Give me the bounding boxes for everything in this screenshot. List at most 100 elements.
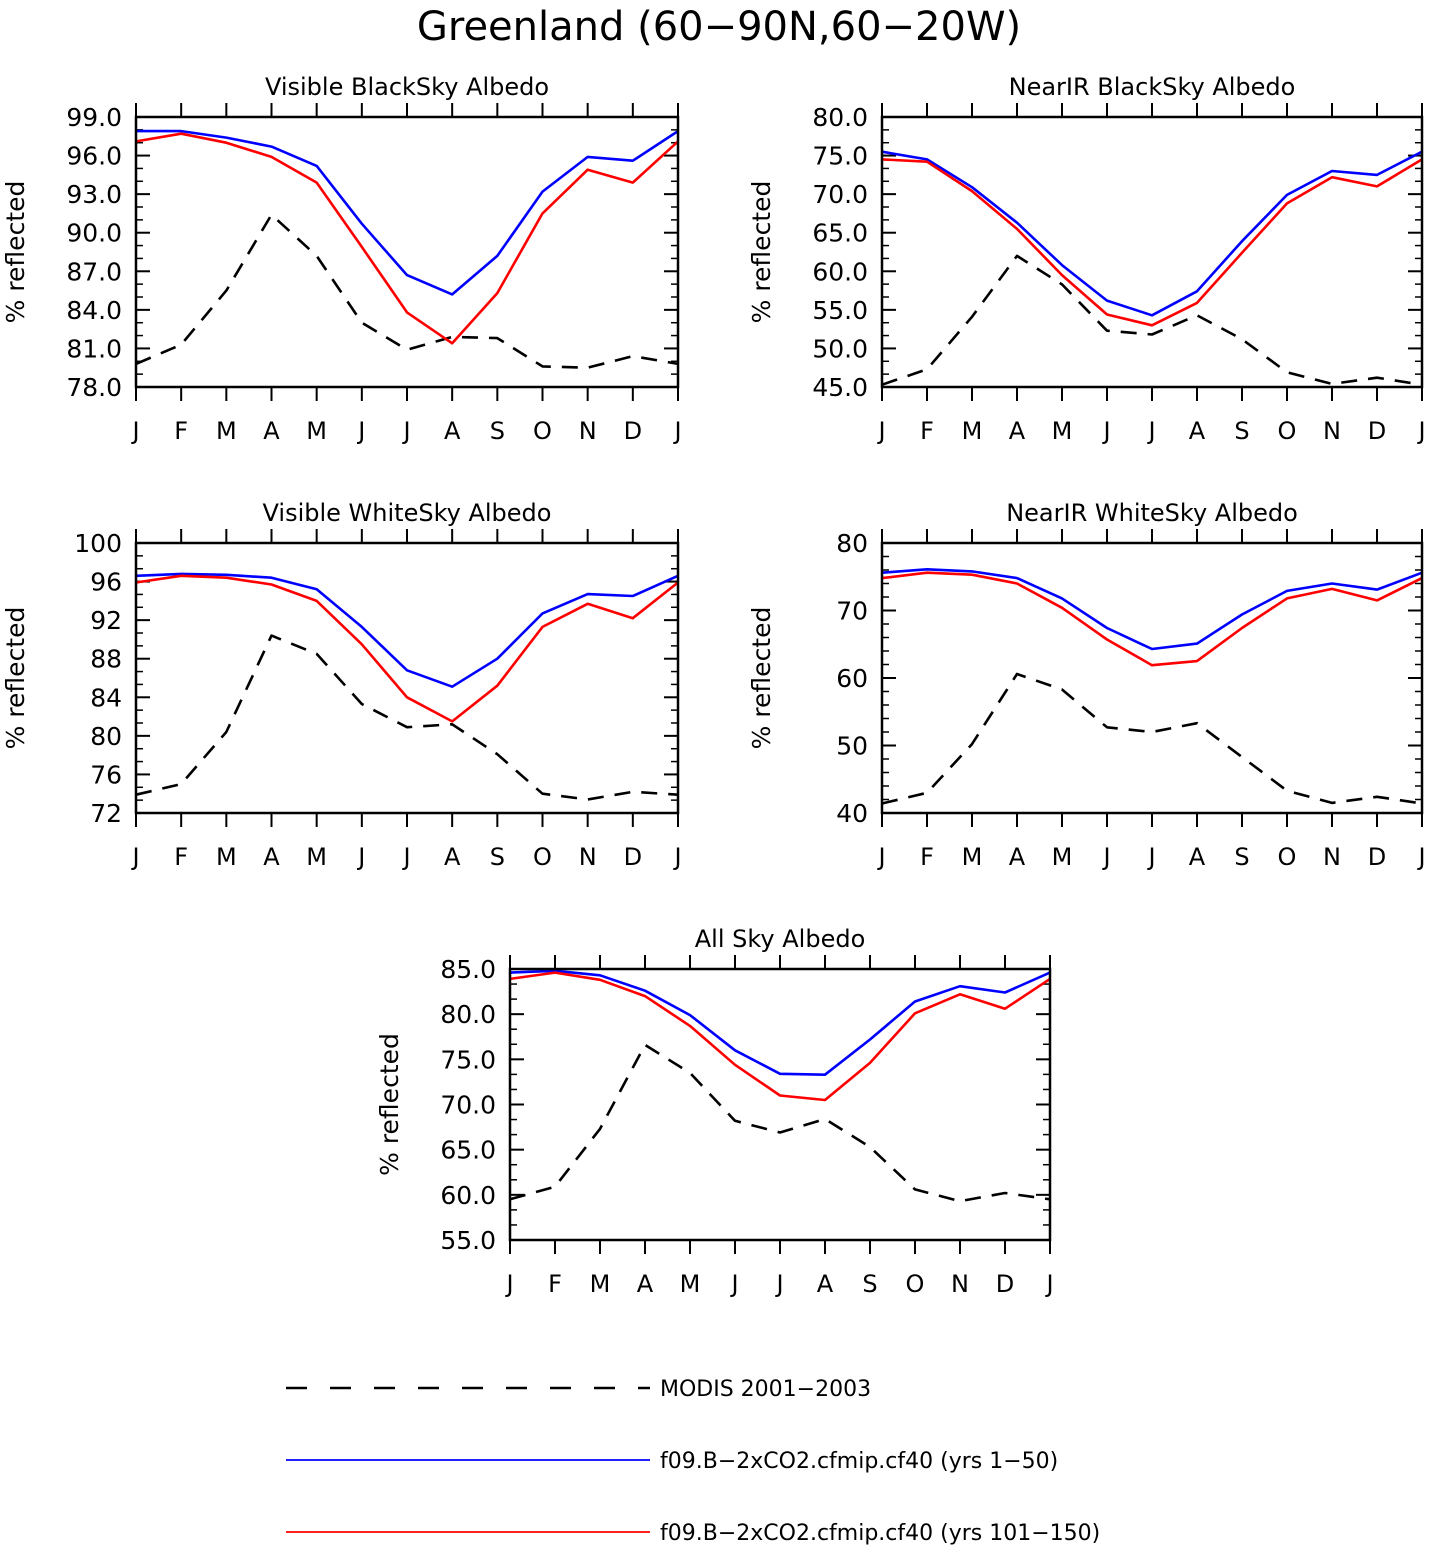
series-line-blue bbox=[881, 567, 1423, 651]
x-tick-label: D bbox=[624, 417, 642, 445]
y-tick-label: 45.0 bbox=[812, 373, 868, 402]
x-tick-label: J bbox=[1146, 417, 1155, 445]
x-tick-label: D bbox=[1368, 417, 1386, 445]
y-tick-label: 81.0 bbox=[66, 334, 122, 363]
x-tick-label: A bbox=[263, 843, 280, 871]
x-tick-label: S bbox=[490, 417, 505, 445]
x-tick-label: D bbox=[996, 1270, 1014, 1298]
series-line-red bbox=[135, 574, 679, 723]
x-tick-label: F bbox=[920, 843, 934, 871]
series-line-modis bbox=[509, 1043, 1051, 1203]
legend-label: f09.B−2xCO2.cfmip.cf40 (yrs 101−150) bbox=[660, 1521, 1100, 1546]
y-tick-label: 70.0 bbox=[812, 180, 868, 209]
x-tick-label: J bbox=[1101, 417, 1110, 445]
x-tick-label: M bbox=[216, 843, 237, 871]
x-tick-label: M bbox=[680, 1270, 701, 1298]
y-tick-label: 96 bbox=[90, 568, 122, 597]
y-tick-label: 50 bbox=[836, 732, 868, 761]
y-tick-label: 80 bbox=[836, 529, 868, 558]
x-tick-label: J bbox=[1044, 1270, 1053, 1298]
series-line-red bbox=[881, 158, 1423, 327]
x-tick-label: A bbox=[444, 843, 461, 871]
x-tick-label: J bbox=[729, 1270, 738, 1298]
y-tick-label: 90.0 bbox=[66, 219, 122, 248]
x-tick-label: F bbox=[548, 1270, 562, 1298]
y-tick-label: 78.0 bbox=[66, 373, 122, 402]
y-tick-label: 65.0 bbox=[440, 1136, 496, 1165]
x-tick-label: M bbox=[1052, 843, 1073, 871]
y-axis-label: % reflected bbox=[375, 1033, 404, 1176]
x-tick-label: A bbox=[1009, 417, 1026, 445]
y-tick-label: 84 bbox=[90, 683, 122, 712]
x-tick-label: M bbox=[306, 843, 327, 871]
x-tick-label: J bbox=[1416, 843, 1425, 871]
x-tick-label: J bbox=[401, 417, 410, 445]
x-tick-label: N bbox=[579, 417, 597, 445]
y-tick-label: 76 bbox=[90, 760, 122, 789]
y-tick-label: 60.0 bbox=[812, 257, 868, 286]
series-line-blue bbox=[135, 572, 679, 689]
x-tick-label: M bbox=[962, 417, 983, 445]
legend: MODIS 2001−2003 f09.B−2xCO2.cfmip.cf40 (y… bbox=[286, 1377, 1100, 1546]
x-tick-label: J bbox=[356, 417, 365, 445]
y-tick-label: 84.0 bbox=[66, 296, 122, 325]
x-tick-label: A bbox=[817, 1270, 834, 1298]
chart-title: Visible WhiteSky Albedo bbox=[263, 499, 552, 527]
x-tick-label: M bbox=[962, 843, 983, 871]
x-tick-label: J bbox=[1101, 843, 1110, 871]
y-tick-label: 80 bbox=[90, 722, 122, 751]
series-line-modis bbox=[135, 634, 679, 801]
y-tick-label: 55.0 bbox=[812, 296, 868, 325]
plot-frame bbox=[880, 115, 1424, 389]
y-tick-label: 99.0 bbox=[66, 103, 122, 132]
x-tick-label: J bbox=[672, 417, 681, 445]
y-tick-label: 60 bbox=[836, 664, 868, 693]
x-tick-label: A bbox=[263, 417, 280, 445]
x-tick-label: J bbox=[876, 843, 885, 871]
x-tick-label: D bbox=[1368, 843, 1386, 871]
chart-title: All Sky Albedo bbox=[695, 925, 866, 953]
x-tick-label: O bbox=[1278, 843, 1297, 871]
x-tick-label: N bbox=[1323, 843, 1341, 871]
chart-title: Visible BlackSky Albedo bbox=[265, 73, 549, 101]
x-tick-label: S bbox=[1234, 417, 1249, 445]
y-axis-label: % reflected bbox=[747, 607, 776, 750]
x-tick-label: J bbox=[356, 843, 365, 871]
x-tick-label: A bbox=[444, 417, 461, 445]
x-tick-label: S bbox=[1234, 843, 1249, 871]
series-line-red bbox=[135, 132, 679, 345]
x-tick-label: N bbox=[951, 1270, 969, 1298]
x-tick-label: J bbox=[401, 843, 410, 871]
x-tick-label: J bbox=[130, 843, 139, 871]
series-line-blue bbox=[136, 129, 679, 296]
y-tick-label: 40 bbox=[836, 799, 868, 828]
y-tick-label: 70 bbox=[836, 597, 868, 626]
x-tick-label: J bbox=[504, 1270, 513, 1298]
y-tick-label: 75.0 bbox=[440, 1045, 496, 1074]
x-tick-label: O bbox=[533, 843, 552, 871]
plot-frame bbox=[508, 967, 1052, 1242]
y-tick-label: 50.0 bbox=[812, 334, 868, 363]
x-tick-label: F bbox=[920, 417, 934, 445]
x-tick-label: A bbox=[1189, 843, 1206, 871]
x-tick-label: J bbox=[876, 417, 885, 445]
y-tick-label: 96.0 bbox=[66, 142, 122, 171]
y-tick-label: 75.0 bbox=[812, 142, 868, 171]
x-tick-label: M bbox=[1052, 417, 1073, 445]
x-tick-label: A bbox=[1189, 417, 1206, 445]
y-axis-label: % reflected bbox=[1, 607, 30, 750]
y-axis-label: % reflected bbox=[747, 181, 776, 324]
y-tick-label: 88 bbox=[90, 645, 122, 674]
chart-panels: Visible BlackSky Albedo % reflected 78.0 81… bbox=[1, 73, 1426, 1298]
x-tick-label: S bbox=[862, 1270, 877, 1298]
y-tick-label: 87.0 bbox=[66, 257, 122, 286]
x-tick-label: A bbox=[1009, 843, 1026, 871]
x-tick-label: S bbox=[490, 843, 505, 871]
y-axis-label: % reflected bbox=[1, 181, 30, 324]
series-line-red bbox=[509, 971, 1051, 1102]
series-line-blue bbox=[881, 150, 1423, 317]
x-tick-label: M bbox=[590, 1270, 611, 1298]
x-tick-label: J bbox=[672, 843, 681, 871]
x-tick-label: F bbox=[174, 843, 188, 871]
